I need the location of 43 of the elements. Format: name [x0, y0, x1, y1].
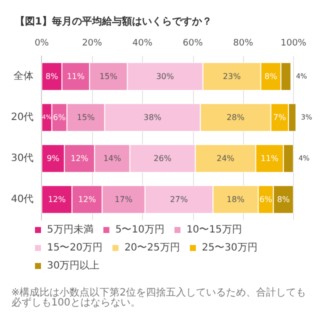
data-label: 6% [259, 195, 273, 204]
data-label: 24% [216, 154, 235, 163]
data-label: 23% [222, 72, 242, 81]
data-label: 27% [170, 195, 188, 204]
x-tick-label: 100% [280, 38, 307, 48]
data-label: 11% [260, 154, 279, 163]
x-tick-label: 20% [82, 38, 103, 48]
data-label: 8% [264, 72, 278, 81]
data-label: 12% [48, 195, 66, 204]
data-label: 11% [66, 72, 85, 81]
data-label: 6% [52, 113, 66, 122]
y-tick-label: 20代 [10, 112, 34, 123]
y-tick-label: 全体 [14, 70, 34, 82]
data-label: 17% [114, 195, 133, 204]
x-tick-label: 80% [233, 38, 254, 48]
data-label: 12% [70, 154, 89, 163]
x-tick-label: 0% [34, 38, 50, 48]
data-label: 8% [277, 195, 290, 204]
data-label: 14% [103, 154, 122, 163]
data-label: 18% [226, 195, 245, 204]
legend-label: 25〜30万円 [202, 242, 258, 254]
data-label: 12% [78, 195, 96, 204]
x-tick-label: 40% [132, 38, 153, 48]
x-tick-label: 60% [182, 38, 204, 48]
legend-label: 30万円以上 [47, 260, 100, 272]
legend-label: 5万円未満 [47, 224, 94, 236]
data-label: 8% [45, 72, 59, 81]
legend-label: 15〜20万円 [47, 242, 102, 254]
data-label: 9% [46, 154, 60, 163]
data-label: 15% [76, 113, 96, 122]
text: ※構成比は小数点以下第2位を四捨五入しているため、合計しても必ずしも100とはならない。 [11, 286, 306, 308]
y-tick-label: 40代 [10, 194, 34, 205]
data-label: 7% [273, 113, 286, 122]
y-tick-label: 30代 [10, 153, 34, 164]
chart-title: 【図1】毎月の平均給与額はいくらですか？ [15, 16, 212, 28]
data-label: 28% [226, 113, 245, 122]
data-label: 26% [154, 154, 172, 163]
legend-label: 10〜15万円 [186, 224, 242, 236]
data-label: 30% [156, 72, 174, 81]
data-label: 38% [144, 113, 162, 122]
legend-label: 5〜10万円 [115, 224, 164, 236]
data-label: 15% [100, 72, 118, 81]
legend-label: 20〜25万円 [124, 242, 180, 254]
